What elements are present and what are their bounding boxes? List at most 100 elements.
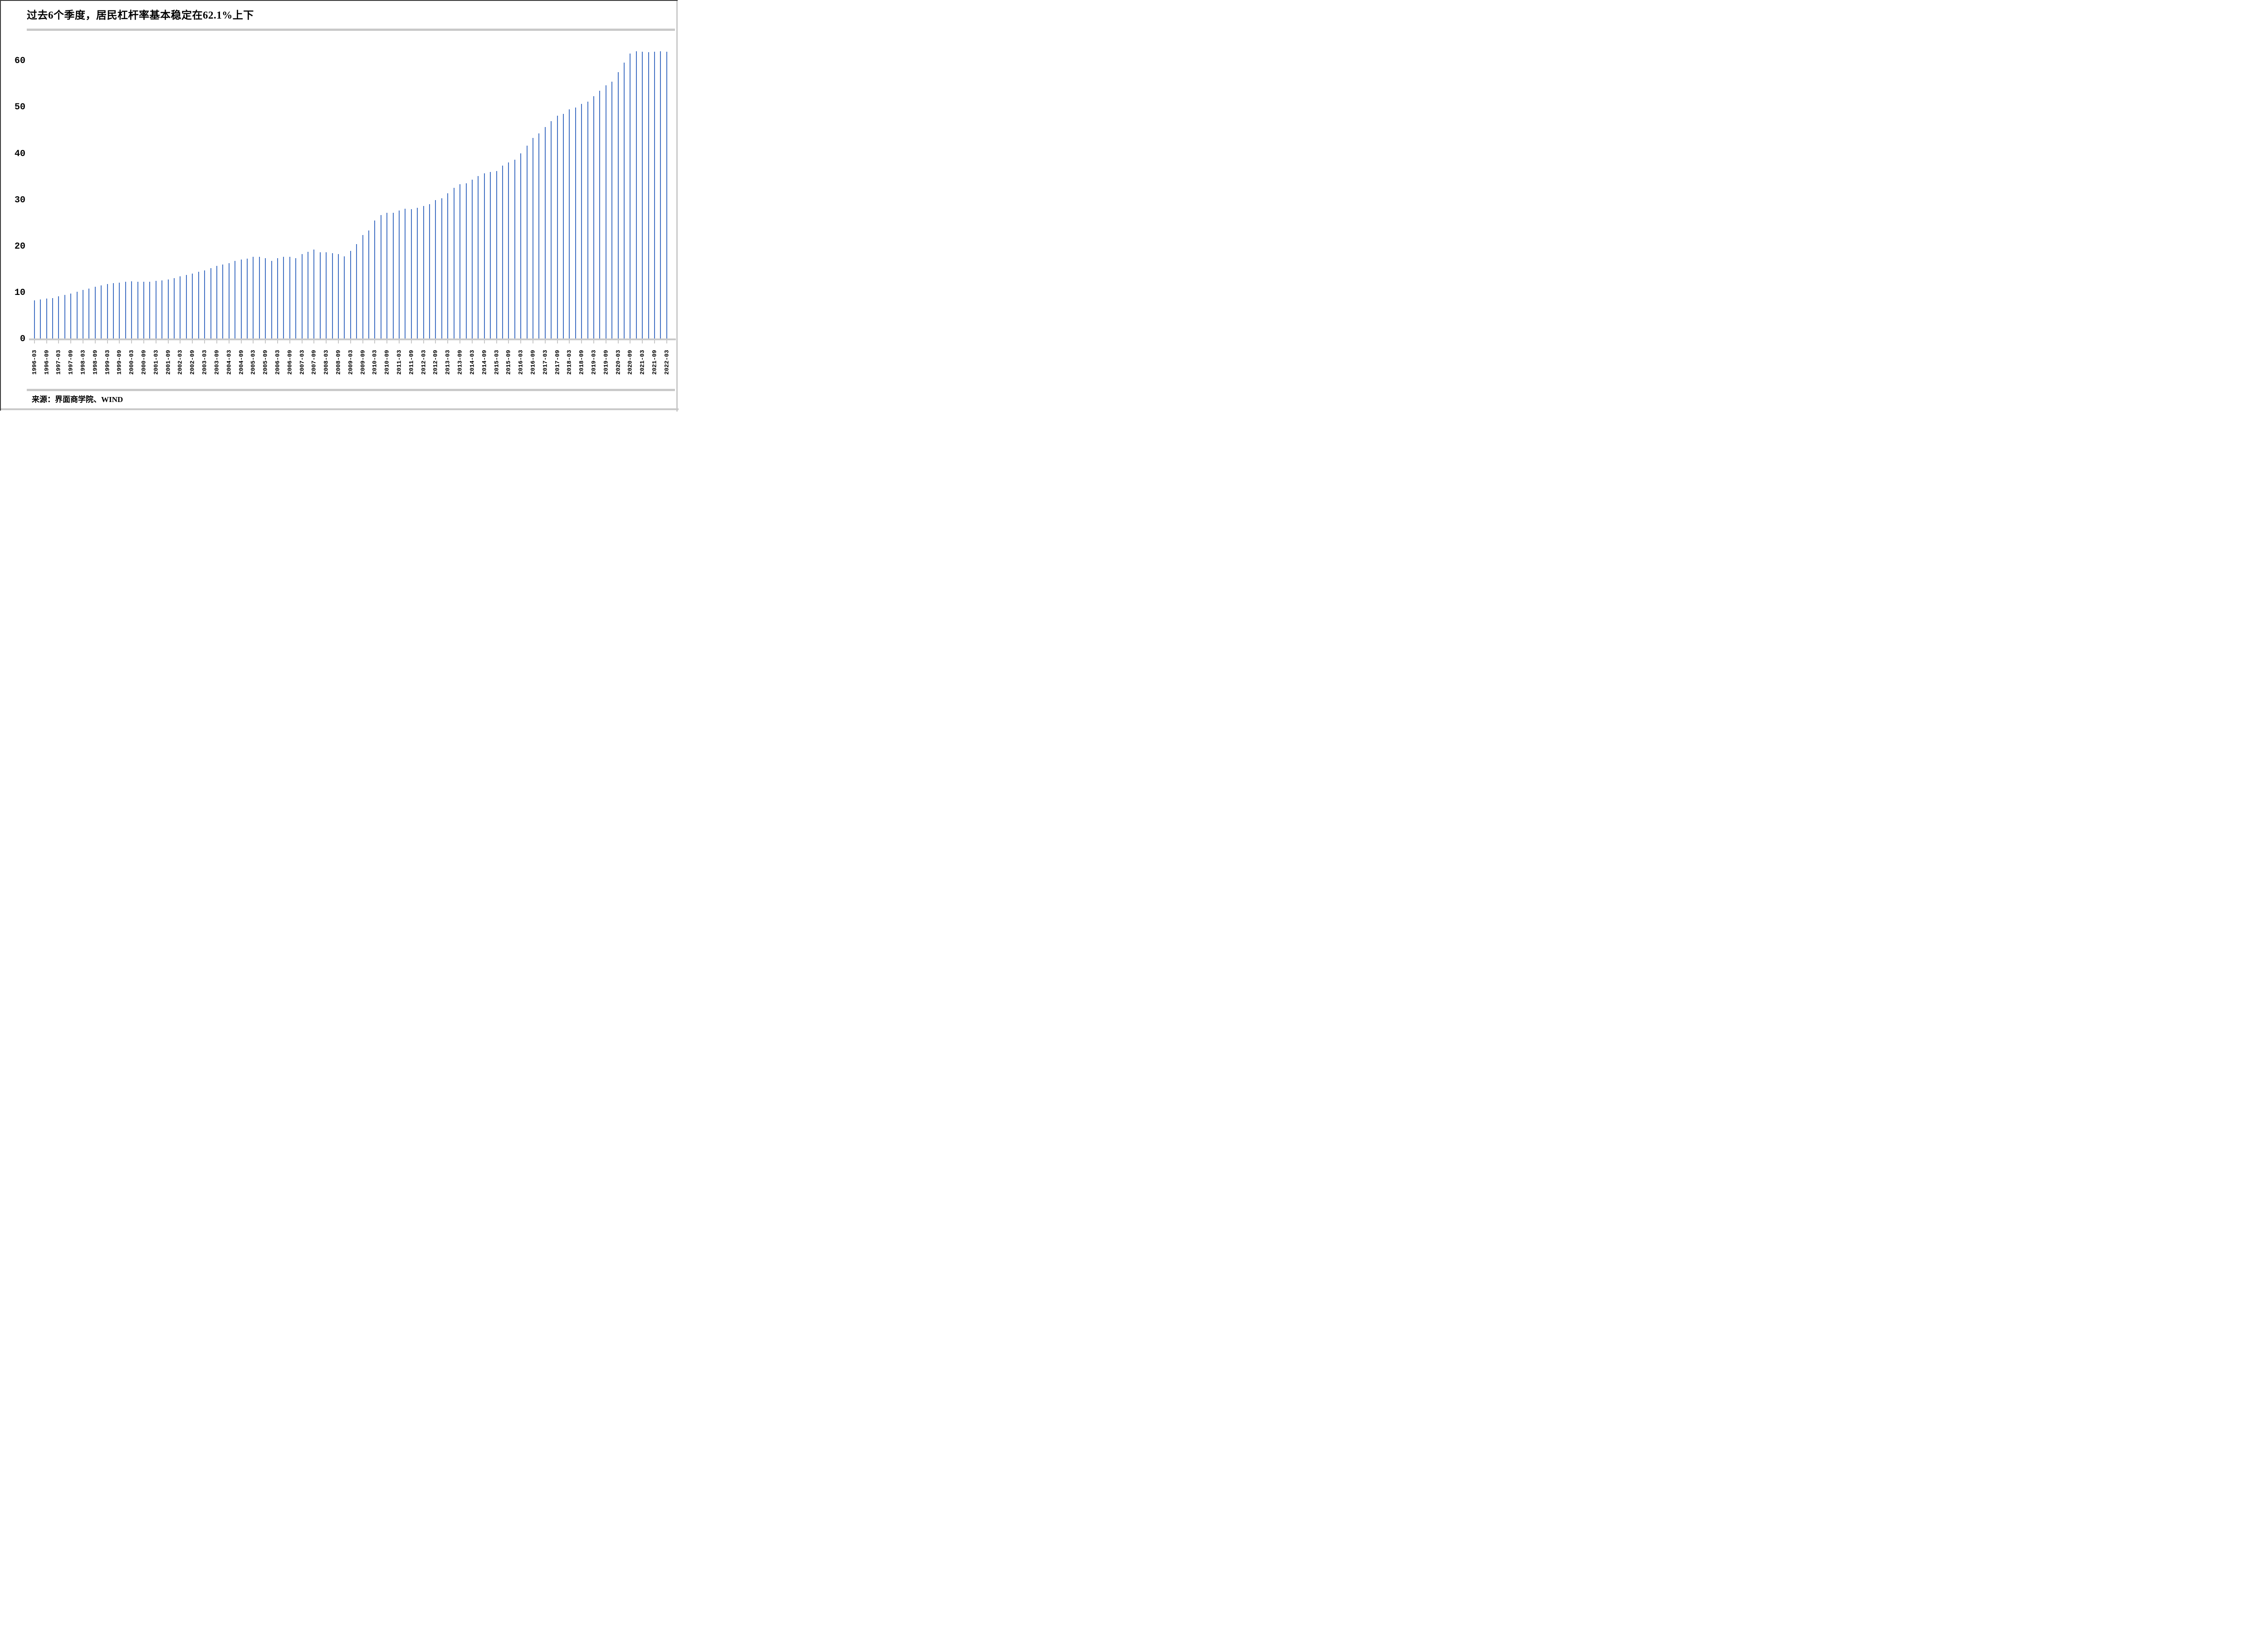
x-axis-tick bbox=[508, 340, 509, 343]
bar bbox=[611, 82, 613, 339]
bar bbox=[289, 257, 290, 339]
x-axis-tick bbox=[119, 340, 120, 343]
x-axis-tick bbox=[131, 340, 132, 343]
bar bbox=[70, 293, 72, 339]
bar bbox=[563, 113, 564, 339]
bar bbox=[40, 299, 41, 339]
x-axis-tick bbox=[350, 340, 351, 343]
bar bbox=[429, 204, 430, 339]
x-axis-label: 1999-09 bbox=[116, 350, 123, 375]
bar bbox=[113, 283, 114, 339]
x-axis-label: 1997-09 bbox=[67, 350, 74, 375]
x-axis-tick bbox=[593, 340, 595, 343]
bar bbox=[101, 285, 102, 339]
bar bbox=[149, 282, 151, 339]
bar bbox=[642, 51, 643, 339]
bar bbox=[131, 281, 132, 339]
bottom-border-line bbox=[1, 408, 679, 410]
bar bbox=[630, 53, 631, 339]
bar bbox=[405, 209, 406, 339]
x-axis-label: 2015-09 bbox=[505, 350, 512, 375]
x-axis-label: 2018-09 bbox=[578, 350, 585, 375]
bar bbox=[411, 209, 412, 339]
x-axis-tick bbox=[240, 340, 242, 343]
title-divider bbox=[27, 29, 675, 31]
x-axis-label: 2012-03 bbox=[420, 350, 427, 375]
x-axis-label: 1999-03 bbox=[104, 350, 111, 375]
bar bbox=[496, 171, 497, 339]
bar bbox=[119, 283, 120, 339]
x-axis-tick bbox=[301, 340, 303, 343]
x-axis-line bbox=[29, 338, 676, 340]
bar bbox=[599, 90, 601, 339]
x-axis-label: 2016-09 bbox=[529, 350, 537, 375]
bar bbox=[94, 286, 96, 339]
bar bbox=[526, 146, 528, 339]
bar bbox=[210, 268, 211, 339]
bar bbox=[174, 278, 175, 339]
x-axis-label: 1997-03 bbox=[55, 350, 62, 375]
x-axis-tick bbox=[459, 340, 461, 343]
bar bbox=[441, 198, 442, 339]
x-axis-tick bbox=[58, 340, 59, 343]
bar bbox=[88, 288, 90, 339]
bar bbox=[271, 261, 272, 339]
bar bbox=[326, 252, 327, 339]
bar bbox=[259, 257, 260, 339]
bar bbox=[228, 263, 230, 339]
x-axis-tick bbox=[192, 340, 193, 343]
x-axis-tick bbox=[617, 340, 619, 343]
x-axis-tick bbox=[253, 340, 254, 343]
bar bbox=[453, 188, 455, 339]
x-axis-label: 2009-09 bbox=[359, 350, 367, 375]
bar bbox=[143, 282, 145, 339]
bar bbox=[350, 250, 351, 339]
x-axis-label: 2002-03 bbox=[176, 350, 184, 375]
source-divider bbox=[27, 389, 675, 391]
bar bbox=[508, 162, 509, 339]
x-axis-label: 2005-09 bbox=[262, 350, 269, 375]
bar bbox=[137, 282, 138, 339]
y-axis-label: 50 bbox=[14, 102, 25, 113]
bar bbox=[386, 213, 388, 339]
bar bbox=[52, 298, 53, 339]
bar bbox=[392, 213, 394, 339]
bar bbox=[423, 206, 424, 339]
x-axis-label: 2002-09 bbox=[189, 350, 196, 375]
x-axis-tick bbox=[143, 340, 145, 343]
x-axis-tick bbox=[204, 340, 205, 343]
x-axis-tick bbox=[557, 340, 558, 343]
x-axis-tick bbox=[70, 340, 72, 343]
x-axis-label: 2004-03 bbox=[225, 350, 233, 375]
bar bbox=[484, 173, 485, 339]
bar bbox=[478, 176, 479, 339]
bar bbox=[581, 104, 582, 339]
bar bbox=[253, 257, 254, 339]
x-axis-label: 2012-09 bbox=[432, 350, 439, 375]
chart-title: 过去6个季度，居民杠杆率基本稳定在62.1%上下 bbox=[27, 10, 254, 21]
x-axis-tick bbox=[326, 340, 327, 343]
x-axis-label: 2009-03 bbox=[347, 350, 354, 375]
bar bbox=[222, 264, 224, 339]
x-axis-label: 2021-03 bbox=[639, 350, 646, 375]
x-axis-tick bbox=[46, 340, 47, 343]
x-axis-label: 2011-09 bbox=[408, 350, 415, 375]
bar bbox=[544, 127, 546, 339]
bar bbox=[34, 300, 35, 339]
x-axis-tick bbox=[411, 340, 412, 343]
bar bbox=[295, 258, 297, 339]
bar bbox=[368, 230, 370, 339]
bar bbox=[447, 193, 449, 339]
x-axis-label: 2015-03 bbox=[493, 350, 500, 375]
screenshot-root: { "header": { "title": "过去6个季度，居民杠杆率基本稳定… bbox=[0, 0, 679, 412]
y-axis-label: 30 bbox=[14, 195, 25, 206]
bar bbox=[551, 121, 552, 339]
y-axis-label: 10 bbox=[14, 287, 25, 298]
bar bbox=[502, 166, 503, 339]
bar bbox=[161, 280, 163, 339]
x-axis-label: 2010-09 bbox=[383, 350, 391, 375]
x-axis-tick bbox=[313, 340, 315, 343]
bar bbox=[356, 244, 357, 339]
x-axis-tick bbox=[484, 340, 485, 343]
bar bbox=[465, 183, 467, 339]
